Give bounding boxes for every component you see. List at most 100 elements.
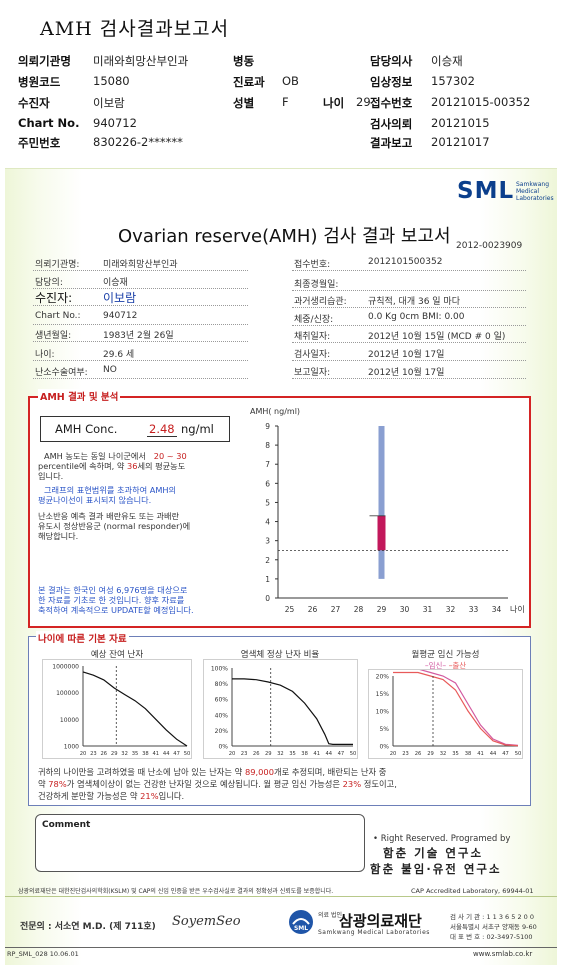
info-value: 1983년 2월 26일 (103, 331, 174, 341)
equivalent-age: 36 (127, 461, 138, 471)
x-tick-label: 27 (331, 605, 341, 614)
text: 건강하게 분만할 가능성은 약 (38, 791, 138, 801)
x-tick-label: 50 (350, 751, 357, 757)
x-tick-label: 23 (402, 751, 409, 757)
hdr-key: 진료과 (233, 75, 265, 89)
y-tick-label: 100% (211, 666, 228, 673)
amh-graph-note: 그래프의 표현범위를 초과하여 AMH의 평균나이선이 표시되지 않습니다. (38, 485, 238, 505)
text: AMH 농도는 동일 나이군에서 (44, 451, 146, 461)
hdr-value: 이승재 (431, 54, 463, 68)
org-name-en: Samkwang Medical Laboratories (318, 929, 430, 936)
info-key: Chart No.: (35, 311, 81, 321)
hdr-value: 미래와희망산부인과 (93, 54, 189, 68)
y-tick-label: 20% (376, 674, 390, 681)
x-tick-label: 47 (338, 751, 345, 757)
hdr-key: 접수번호 (370, 96, 413, 110)
x-tick-label: 35 (289, 751, 296, 757)
y-tick-label: 80% (215, 681, 229, 688)
info-value: 0.0 Kg 0cm BMI: 0.00 (368, 312, 465, 322)
address-line-3: 대 표 번 호 : 02-3497-5100 (450, 933, 533, 941)
text: 정도이고, (363, 779, 397, 789)
hdr-value: 15080 (93, 74, 130, 88)
amh-conc-label: AMH Conc. (55, 422, 118, 436)
x-tick-label: 41 (313, 751, 320, 757)
x-tick-label: 41 (477, 751, 484, 757)
x-tick-label: 29 (427, 751, 434, 757)
hdr-key: 임상정보 (370, 75, 413, 89)
y-tick-label: 1000 (64, 744, 79, 751)
info-value: 2012101500352 (368, 257, 443, 267)
hdr-key: 성별 (233, 96, 255, 110)
samkwang-logo-icon: SML (289, 910, 313, 934)
y-tick-label: 0 (265, 594, 270, 603)
org-type: 의료 법인 (318, 912, 342, 919)
text: 가 염색체이상이 없는 건강한 난자일 것으로 예상됩니다. 월 평균 임신 가… (66, 779, 341, 789)
hdr-key: 검사의뢰 (370, 117, 413, 131)
header-row-3: 수진자 이보람 성별 F 나이 29 접수번호 20121015-00352 (0, 95, 562, 112)
row-divider (33, 324, 248, 325)
series-line (82, 671, 188, 747)
top-title: AMH 검사결과보고서 (40, 18, 230, 40)
series-line (393, 671, 519, 747)
y-axis-label: AMH( ng/ml) (250, 407, 300, 416)
x-tick-label: 32 (440, 751, 447, 757)
info-key: 의뢰기관명: (35, 260, 80, 270)
y-tick-label: 3 (265, 537, 270, 546)
eggs-count: 89,000 (244, 767, 274, 777)
normal-ratio: 78% (48, 779, 67, 789)
x-tick-label: 44 (163, 751, 170, 757)
row-divider (33, 305, 248, 306)
y-tick-label: 1000000 (52, 664, 79, 671)
y-tick-label: 60% (215, 697, 229, 704)
y-tick-label: 0% (218, 744, 228, 751)
pregnancy-rate: 23% (342, 779, 362, 789)
hdr-value: OB (282, 74, 299, 88)
text: 입니다. (38, 471, 64, 481)
x-tick-label: 44 (490, 751, 497, 757)
x-tick-label: 23 (90, 751, 97, 757)
info-value: NO (103, 365, 117, 375)
document-number: 2012-0023909 (456, 241, 523, 251)
text: 나이에 따른 기본 자료 (38, 634, 127, 645)
row-divider (33, 341, 248, 342)
header-row-4: Chart No. 940712 검사의뢰 20121015 (0, 116, 562, 133)
text: 세의 평균농도 (137, 461, 186, 471)
info-key: 담당의: (35, 278, 63, 288)
x-tick-label: 29 (111, 751, 118, 757)
text: 평균나이선이 표시되지 않습니다. (38, 495, 152, 505)
address-line-2: 서울특별시 서초구 양재동 9-60 (450, 923, 537, 931)
age-summary-line-2: 약 78%가 염색체이상이 없는 건강한 난자일 것으로 예상됩니다. 월 평균… (38, 779, 397, 790)
hdr-value: F (282, 95, 289, 109)
row-divider (33, 270, 248, 271)
info-key: 채취일자: (294, 332, 331, 342)
institute-1: 함춘 기술 연구소 (383, 846, 484, 860)
x-tick-label: 41 (152, 751, 159, 757)
chart3-legend: –임신– –출산 (424, 661, 467, 670)
row-divider (292, 325, 526, 326)
row-divider (33, 360, 248, 361)
amh-data-note: 본 결과는 한국인 여성 6,976명을 대상으로 한 자료를 기초로 한 것입… (38, 585, 238, 615)
y-tick-label: 40% (215, 712, 229, 719)
website: www.smlab.co.kr (473, 950, 533, 958)
x-tick-label: 26 (100, 751, 107, 757)
y-tick-label: 6 (265, 479, 270, 488)
y-tick-label: 1 (265, 575, 270, 584)
y-tick-label: 10% (376, 709, 390, 716)
chart3-title: 월평균 임신 가능성 (411, 650, 480, 660)
text: 그래프의 표현범위를 초과하여 AMH의 (44, 485, 177, 495)
amh-response-text: 난소반응 예측 결과 배란유도 또는 과배란 유도시 정상반응군 (normal… (38, 511, 238, 541)
x-tick-label: 50 (184, 751, 191, 757)
y-tick-label: 0% (379, 744, 389, 751)
hdr-key: 결과보고 (370, 136, 413, 150)
comment-box (35, 814, 365, 872)
address-line-1: 검 사 기 관 : 1 1 3 6 5 2 0 0 (450, 913, 534, 921)
info-value: 2012년 10월 17일 (368, 368, 445, 378)
age-summary-line-1: 귀하의 나이만을 고려하였을 때 난소에 남아 있는 난자는 약 89,000개… (38, 767, 386, 778)
series-line (419, 670, 519, 746)
amh-conc-unit: ng/ml (181, 422, 214, 436)
y-tick-label: 2 (265, 556, 270, 565)
certification-text: 삼광의료재단은 대한진단검사의학회(KSLM) 및 CAP의 신임 인증을 받은… (18, 888, 334, 895)
header-row-5: 주민번호 830226-2****** 결과보고 20121017 (0, 135, 562, 152)
institute-2: 함춘 불임·유전 연구소 (370, 862, 502, 876)
